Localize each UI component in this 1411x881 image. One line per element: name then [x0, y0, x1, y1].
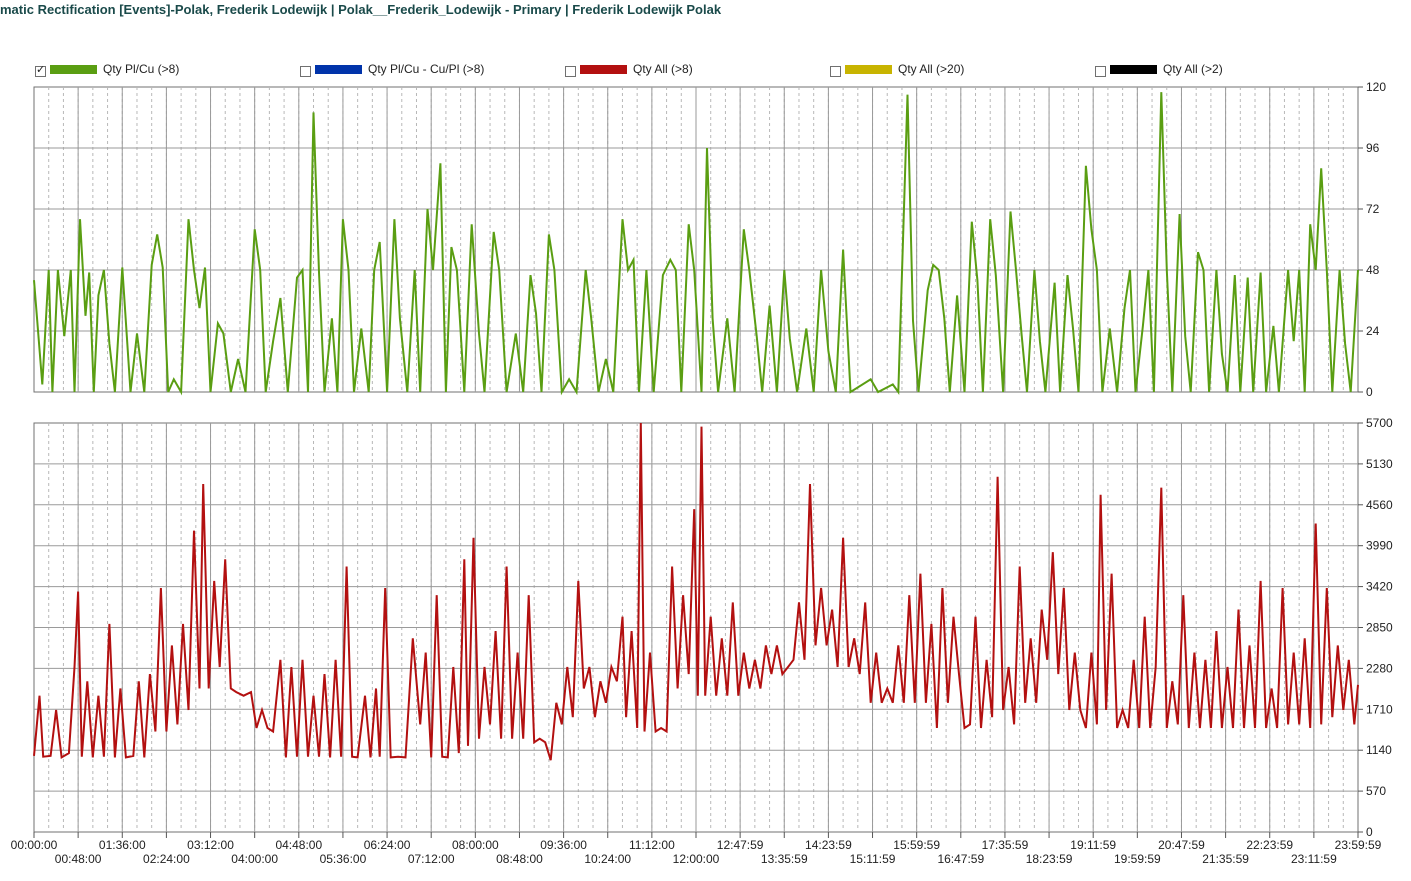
x-tick-label: 12:47:59 [717, 838, 764, 852]
y-tick-label: 1710 [1366, 702, 1393, 716]
x-tick-label: 10:24:00 [584, 852, 631, 866]
x-tick-label: 20:47:59 [1158, 838, 1205, 852]
x-tick-label: 08:00:00 [452, 838, 499, 852]
x-tick-label: 21:35:59 [1202, 852, 1249, 866]
y-tick-label: 48 [1366, 263, 1380, 277]
x-tick-label: 01:36:00 [99, 838, 146, 852]
x-tick-label: 13:35:59 [761, 852, 808, 866]
y-tick-label: 570 [1366, 784, 1386, 798]
x-tick-label: 19:59:59 [1114, 852, 1161, 866]
legend-swatch [580, 64, 627, 74]
legend-item[interactable]: Qty All (>2) [1095, 60, 1223, 78]
x-tick-label: 05:36:00 [320, 852, 367, 866]
y-tick-label: 3990 [1366, 539, 1393, 553]
y-tick-label: 96 [1366, 141, 1380, 155]
y-tick-label: 5700 [1366, 416, 1393, 430]
x-tick-label: 12:00:00 [673, 852, 720, 866]
y-tick-label: 2850 [1366, 621, 1393, 635]
x-tick-label: 22:23:59 [1246, 838, 1293, 852]
legend-swatch [1110, 64, 1157, 74]
y-tick-label: 0 [1366, 825, 1373, 839]
x-tick-label: 23:59:59 [1335, 838, 1382, 852]
legend-label: Qty All (>20) [898, 62, 965, 76]
y-tick-label: 5130 [1366, 457, 1393, 471]
legend-item[interactable]: Qty Pl/Cu - Cu/Pl (>8) [300, 60, 484, 78]
x-tick-label: 16:47:59 [937, 852, 984, 866]
series-line: Qty All (>8) [33, 422, 1359, 761]
x-tick-label: 14:23:59 [805, 838, 852, 852]
x-tick-label: 17:35:59 [982, 838, 1029, 852]
x-tick-label: 00:00:00 [11, 838, 58, 852]
x-tick-label: 02:24:00 [143, 852, 190, 866]
y-tick-label: 1140 [1366, 743, 1392, 757]
legend-label: Qty Pl/Cu (>8) [103, 62, 180, 76]
legend-item[interactable]: Qty All (>8) [565, 60, 693, 78]
x-tick-label: 09:36:00 [540, 838, 587, 852]
y-tick-label: 4560 [1366, 498, 1393, 512]
x-tick-label: 19:11:59 [1070, 838, 1116, 852]
x-tick-label: 06:24:00 [364, 838, 411, 852]
x-tick-label: 03:12:00 [187, 838, 234, 852]
x-tick-label: 04:48:00 [275, 838, 322, 852]
x-tick-label: 04:00:00 [231, 852, 278, 866]
x-tick-label: 15:59:59 [893, 838, 940, 852]
y-tick-label: 0 [1366, 385, 1373, 399]
y-tick-label: 2280 [1366, 661, 1393, 675]
window-title: matic Rectification [Events]-Polak, Fred… [0, 2, 722, 17]
y-tick-label: 120 [1366, 80, 1386, 94]
legend-checkbox[interactable] [300, 65, 311, 77]
legend-label: Qty Pl/Cu - Cu/Pl (>8) [368, 62, 485, 76]
legend-label: Qty All (>8) [633, 62, 693, 76]
x-tick-label: 08:48:00 [496, 852, 543, 866]
legend-item[interactable]: Qty All (>20) [830, 60, 964, 78]
y-tick-label: 24 [1366, 324, 1380, 338]
x-tick-label: 23:11:59 [1291, 852, 1337, 866]
legend-checkbox[interactable] [565, 65, 576, 77]
legend-checkbox[interactable] [830, 65, 841, 77]
legend-checkbox[interactable] [35, 63, 46, 77]
legend-label: Qty All (>2) [1163, 62, 1223, 76]
legend-checkbox[interactable] [1095, 65, 1106, 77]
legend-swatch [845, 64, 892, 74]
legend-swatch [50, 64, 97, 74]
x-tick-label: 18:23:59 [1026, 852, 1073, 866]
x-tick-label: 11:12:00 [629, 838, 675, 852]
y-tick-label: 72 [1366, 202, 1380, 216]
x-tick-label: 07:12:00 [408, 852, 455, 866]
series-line: Qty Pl/Cu (>8) [33, 92, 1359, 396]
x-tick-label: 00:48:00 [55, 852, 102, 866]
x-tick-label: 15:11:59 [850, 852, 896, 866]
legend-item[interactable]: Qty Pl/Cu (>8) [35, 60, 179, 78]
y-tick-label: 3420 [1366, 580, 1393, 594]
legend-swatch [315, 64, 362, 74]
